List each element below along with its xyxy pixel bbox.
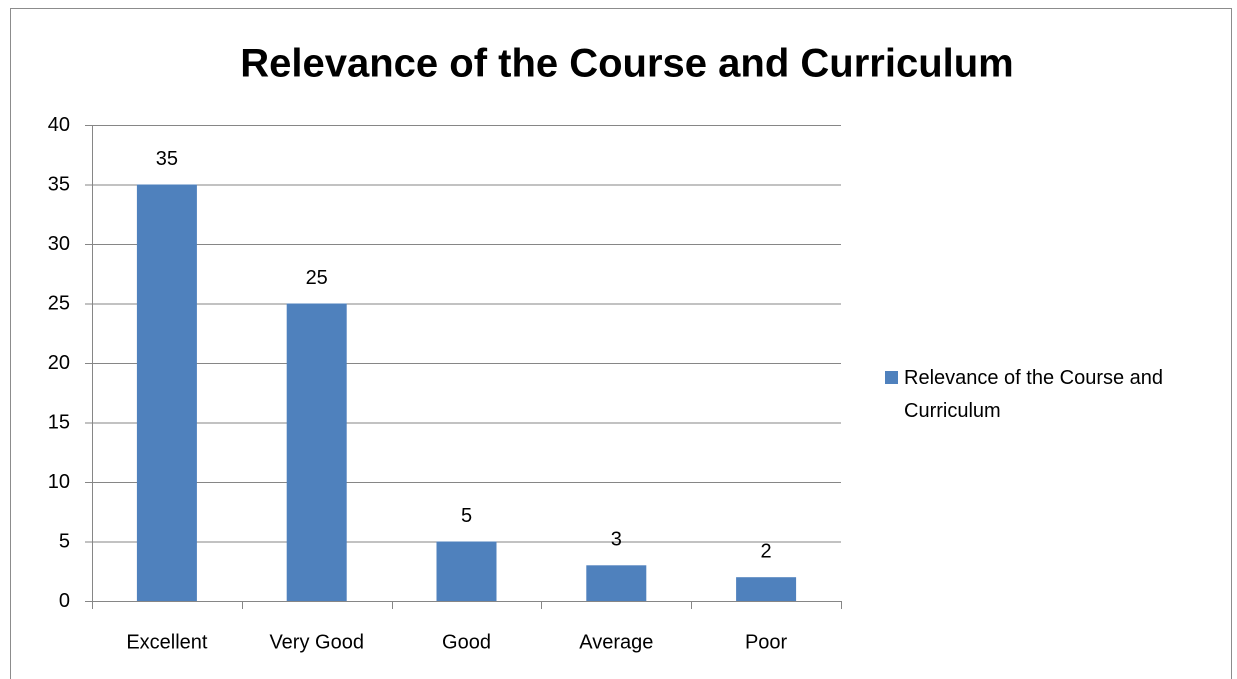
chart-title: Relevance of the Course and Curriculum <box>240 42 1014 86</box>
data-label: 3 <box>611 529 622 551</box>
bar <box>136 184 197 601</box>
data-label: 35 <box>156 148 178 170</box>
y-tick-label: 30 <box>48 233 70 255</box>
x-tick-label: Poor <box>745 631 788 653</box>
chart-border <box>10 8 1232 679</box>
x-tick-label: Good <box>442 631 491 653</box>
bar <box>736 577 797 601</box>
y-tick-label: 10 <box>48 471 70 493</box>
y-tick-label: 5 <box>59 530 70 552</box>
x-tick-label: Excellent <box>126 631 208 653</box>
legend: Relevance of the Course and Curriculum <box>885 362 1224 428</box>
data-label: 2 <box>761 540 772 562</box>
data-label: 25 <box>306 267 328 289</box>
x-tick-label: Average <box>579 631 653 653</box>
y-tick-label: 0 <box>59 590 70 612</box>
bar <box>586 565 647 601</box>
legend-swatch <box>885 371 898 384</box>
y-tick-label: 15 <box>48 411 70 433</box>
y-tick-label: 40 <box>48 114 70 136</box>
y-tick-label: 20 <box>48 352 70 374</box>
data-label: 5 <box>461 505 472 527</box>
legend-label: Relevance of the Course and Curriculum <box>904 367 1164 422</box>
y-tick-label: 25 <box>48 292 70 314</box>
bar <box>436 541 497 601</box>
y-tick-label: 35 <box>48 173 70 195</box>
x-tick-label: Very Good <box>269 631 364 653</box>
bar <box>286 303 347 601</box>
